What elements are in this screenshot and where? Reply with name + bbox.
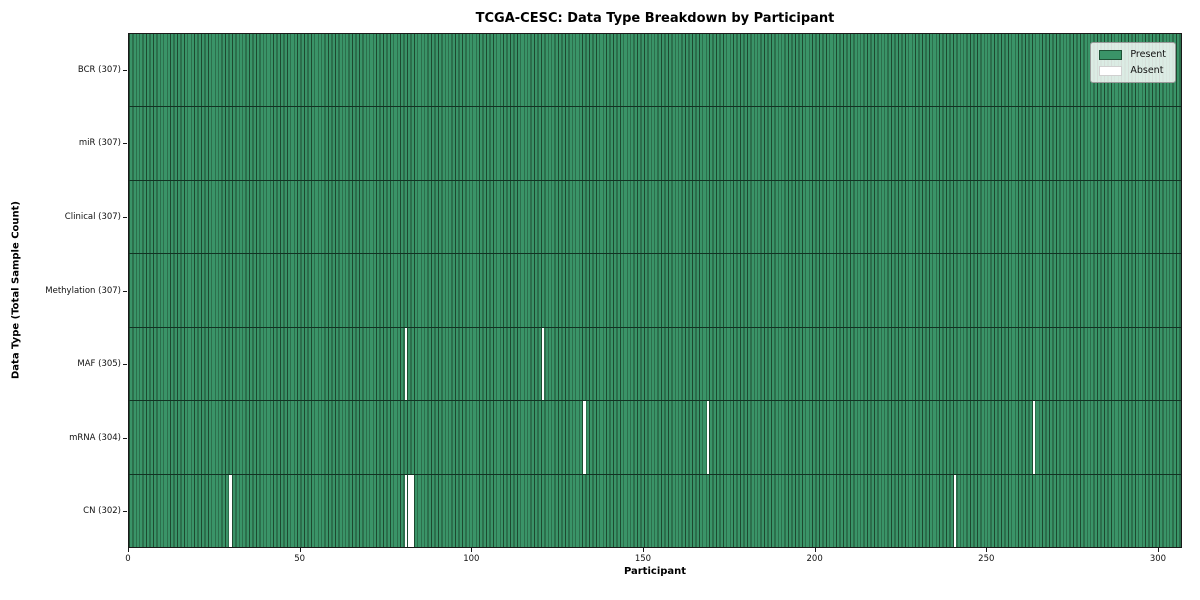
heatmap-row-bcr xyxy=(129,34,1181,108)
heatmap-row-mrna xyxy=(129,401,1181,475)
y-tick-label: Clinical (307) xyxy=(64,211,121,222)
x-tick-mark xyxy=(299,548,301,552)
x-tick-label: 100 xyxy=(463,554,480,564)
absent-cell xyxy=(229,474,232,547)
legend-absent-label: Absent xyxy=(1130,65,1164,76)
x-tick-label: 250 xyxy=(978,554,995,564)
y-tick-mark xyxy=(123,437,127,439)
legend-present-label: Present xyxy=(1130,49,1166,60)
x-tick-mark xyxy=(642,548,644,552)
y-tick-label: mRNA (304) xyxy=(69,432,121,443)
absent-cell xyxy=(404,327,408,401)
y-tick-label: MAF (305) xyxy=(77,359,121,370)
legend-item-present: Present xyxy=(1099,49,1166,60)
y-tick-label: miR (307) xyxy=(78,138,121,149)
absent-cell xyxy=(706,401,710,474)
legend-absent-swatch xyxy=(1099,65,1123,76)
y-tick-mark xyxy=(123,69,127,71)
legend-item-absent: Absent xyxy=(1099,65,1166,76)
x-tick-mark xyxy=(471,548,473,552)
heatmap-row-methylation xyxy=(129,254,1181,328)
absent-cell xyxy=(583,401,586,474)
absent-cell xyxy=(411,474,414,547)
heatmap-row-clinical xyxy=(129,180,1181,255)
absent-cell xyxy=(953,474,957,547)
heatmap-row-mir xyxy=(129,107,1181,181)
absent-cell xyxy=(404,474,408,547)
plot-area: Present Absent xyxy=(128,33,1182,548)
x-axis-label: Participant xyxy=(623,566,687,577)
absent-cell xyxy=(407,474,411,547)
x-tick-label: 0 xyxy=(125,554,131,564)
x-tick-mark xyxy=(1157,548,1159,552)
y-tick-mark xyxy=(123,364,127,366)
y-tick-label: BCR (307) xyxy=(77,64,121,75)
x-tick-label: 200 xyxy=(806,554,823,564)
y-tick-mark xyxy=(123,143,127,145)
x-tick-label: 50 xyxy=(294,554,306,564)
absent-cell xyxy=(541,327,545,401)
y-tick-mark xyxy=(123,290,127,292)
absent-cell xyxy=(1032,401,1036,474)
legend: Present Absent xyxy=(1090,42,1176,83)
heatmap-row-cn xyxy=(129,474,1181,547)
heatmap-rows xyxy=(129,34,1181,547)
x-tick-mark xyxy=(814,548,816,552)
y-tick-label: Methylation (307) xyxy=(45,285,121,296)
x-tick-label: 150 xyxy=(634,554,652,564)
heatmap-row-maf xyxy=(129,327,1181,402)
y-tick-mark xyxy=(123,216,127,218)
x-tick-label: 300 xyxy=(1149,554,1167,564)
x-tick-mark xyxy=(128,548,129,552)
y-tick-mark xyxy=(123,511,127,513)
legend-present-swatch xyxy=(1099,49,1123,60)
y-tick-label: CN (302) xyxy=(83,506,121,517)
chart-title: TCGA-CESC: Data Type Breakdown by Partic… xyxy=(475,11,835,26)
x-tick-mark xyxy=(986,548,988,552)
